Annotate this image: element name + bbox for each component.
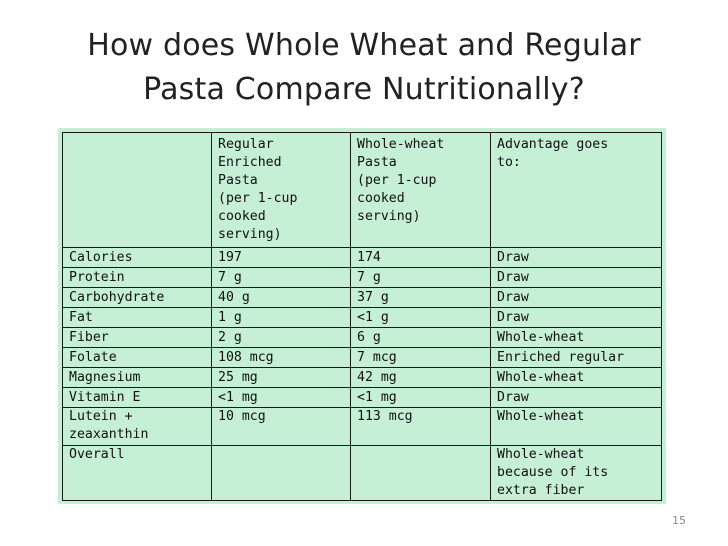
nutrition-table-panel: Regular Enriched Pasta (per 1-cup cooked… <box>58 128 666 504</box>
advantage-cell: Draw <box>490 267 662 288</box>
advantage-cell: Whole-wheat <box>490 327 662 348</box>
header-cell-regular-pasta: Regular Enriched Pasta (per 1-cup cooked… <box>211 132 351 248</box>
table-row: Magnesium 25 mg 42 mg Whole-wheat <box>62 367 662 388</box>
whole-wheat-value-cell <box>350 445 491 501</box>
slide-title-line-2: Pasta Compare Nutritionally? <box>143 72 585 107</box>
advantage-cell: Whole-wheat because of its extra fiber <box>490 445 662 501</box>
nutrient-cell: Fat <box>62 307 212 328</box>
advantage-cell: Draw <box>490 287 662 308</box>
whole-wheat-value-cell: 7 g <box>350 267 491 288</box>
nutrition-comparison-table: Regular Enriched Pasta (per 1-cup cooked… <box>62 132 662 501</box>
whole-wheat-value-cell: 113 mcg <box>350 407 491 446</box>
table-row: Calories 197 174 Draw <box>62 247 662 268</box>
nutrient-cell: Vitamin E <box>62 387 212 408</box>
whole-wheat-value-cell: 7 mcg <box>350 347 491 368</box>
header-cell-whole-wheat-pasta: Whole-wheat Pasta (per 1-cup cooked serv… <box>350 132 491 248</box>
regular-value-cell: <1 mg <box>211 387 351 408</box>
regular-value-cell: 25 mg <box>211 367 351 388</box>
nutrient-cell: Folate <box>62 347 212 368</box>
slide-title: How does Whole Wheat and Regular Pasta C… <box>40 24 688 112</box>
whole-wheat-value-cell: 37 g <box>350 287 491 308</box>
page-number: 15 <box>672 514 686 527</box>
nutrient-cell: Protein <box>62 267 212 288</box>
table-row: Carbohydrate 40 g 37 g Draw <box>62 287 662 308</box>
regular-value-cell: 10 mcg <box>211 407 351 446</box>
regular-value-cell: 40 g <box>211 287 351 308</box>
regular-value-cell: 108 mcg <box>211 347 351 368</box>
advantage-cell: Draw <box>490 247 662 268</box>
regular-value-cell <box>211 445 351 501</box>
nutrient-cell: Fiber <box>62 327 212 348</box>
slide-title-line-1: How does Whole Wheat and Regular <box>87 28 641 63</box>
regular-value-cell: 2 g <box>211 327 351 348</box>
whole-wheat-value-cell: <1 g <box>350 307 491 328</box>
regular-value-cell: 7 g <box>211 267 351 288</box>
table-row: Protein 7 g 7 g Draw <box>62 267 662 288</box>
whole-wheat-value-cell: <1 mg <box>350 387 491 408</box>
whole-wheat-value-cell: 42 mg <box>350 367 491 388</box>
advantage-cell: Enriched regular <box>490 347 662 368</box>
header-cell-advantage: Advantage goes to: <box>490 132 662 248</box>
nutrient-cell: Overall <box>62 445 212 501</box>
nutrient-cell: Magnesium <box>62 367 212 388</box>
whole-wheat-value-cell: 174 <box>350 247 491 268</box>
table-header-row: Regular Enriched Pasta (per 1-cup cooked… <box>62 132 662 248</box>
nutrient-cell: Calories <box>62 247 212 268</box>
header-cell-nutrient <box>62 132 212 248</box>
advantage-cell: Whole-wheat <box>490 367 662 388</box>
table-row: Folate 108 mcg 7 mcg Enriched regular <box>62 347 662 368</box>
regular-value-cell: 1 g <box>211 307 351 328</box>
nutrient-cell: Lutein + zeaxanthin <box>62 407 212 446</box>
table-row: Lutein + zeaxanthin 10 mcg 113 mcg Whole… <box>62 407 662 446</box>
table-row: Fat 1 g <1 g Draw <box>62 307 662 328</box>
advantage-cell: Whole-wheat <box>490 407 662 446</box>
table-row: Vitamin E <1 mg <1 mg Draw <box>62 387 662 408</box>
advantage-cell: Draw <box>490 307 662 328</box>
advantage-cell: Draw <box>490 387 662 408</box>
whole-wheat-value-cell: 6 g <box>350 327 491 348</box>
table-row: Fiber 2 g 6 g Whole-wheat <box>62 327 662 348</box>
nutrient-cell: Carbohydrate <box>62 287 212 308</box>
table-row: Overall Whole-wheat because of its extra… <box>62 445 662 501</box>
regular-value-cell: 197 <box>211 247 351 268</box>
